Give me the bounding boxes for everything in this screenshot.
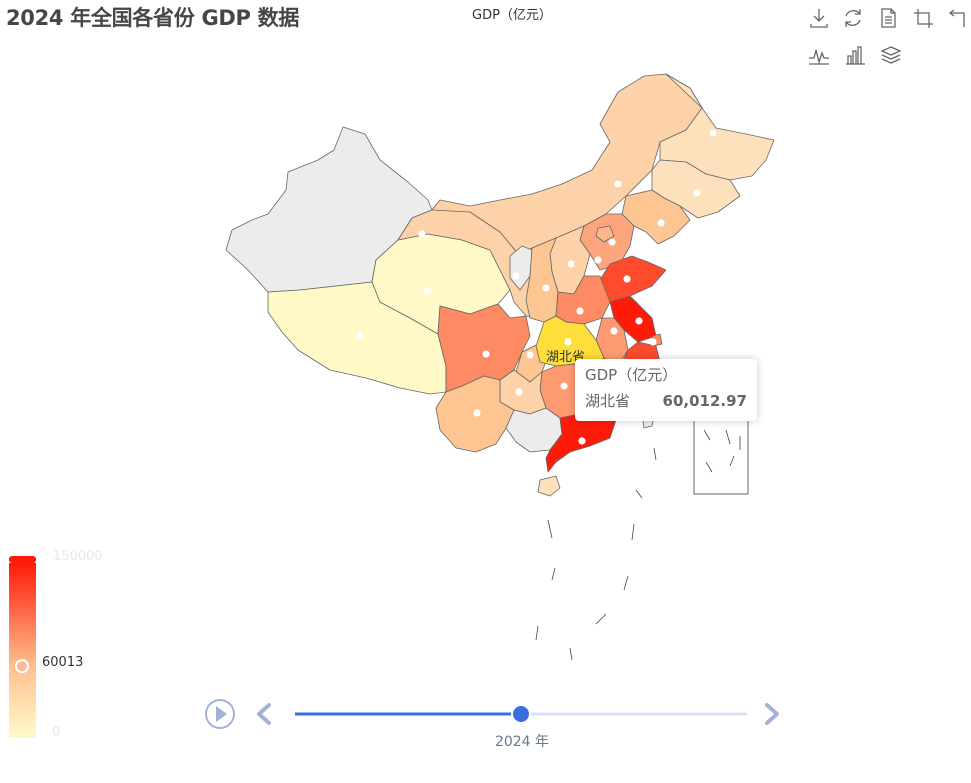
province-dot[interactable] (560, 382, 568, 390)
province-dot[interactable] (594, 256, 602, 264)
province-dot[interactable] (649, 338, 657, 346)
region-beijing[interactable] (595, 225, 615, 243)
province-dot[interactable] (542, 284, 550, 292)
tooltip: GDP（亿元） 湖北省 60,012.97 (575, 359, 757, 421)
province-dot[interactable] (418, 230, 426, 238)
region-hainan[interactable] (537, 475, 561, 497)
province-dot[interactable] (423, 287, 431, 295)
play-button[interactable] (205, 699, 235, 729)
visual-map-current-label: 60013 (42, 655, 84, 670)
province-dot[interactable] (709, 129, 717, 137)
province-dot[interactable] (576, 307, 584, 315)
province-dot[interactable] (515, 388, 523, 396)
line-chart-icon[interactable] (807, 43, 831, 67)
province-dot[interactable] (693, 189, 701, 197)
timeline-thumb[interactable] (511, 704, 531, 724)
province-dot[interactable] (473, 409, 481, 417)
tooltip-region-value: 60,012.97 (662, 392, 747, 410)
province-dot[interactable] (657, 219, 665, 227)
south-china-sea-boundary (535, 409, 749, 661)
province-dot[interactable] (610, 327, 618, 335)
timeline (205, 699, 779, 729)
region-heilongjiang[interactable] (659, 73, 775, 181)
province-dot[interactable] (512, 272, 520, 280)
visual-map-min-label: 0 (52, 725, 61, 740)
bar-chart-icon[interactable] (843, 43, 867, 67)
province-dot[interactable] (614, 180, 622, 188)
province-dot[interactable] (578, 437, 586, 445)
toolbox (805, 6, 971, 68)
download-icon[interactable] (807, 6, 831, 30)
next-arrow-icon[interactable] (765, 703, 779, 725)
tooltip-row: 湖北省 60,012.97 (585, 391, 747, 411)
province-dot[interactable] (608, 238, 616, 246)
province-dot[interactable] (526, 351, 534, 359)
visual-map-indicator[interactable] (15, 659, 29, 674)
province-dot[interactable] (623, 275, 631, 283)
province-dot[interactable] (356, 331, 364, 339)
refresh-icon[interactable] (841, 6, 865, 30)
province-dot[interactable] (564, 338, 572, 346)
tooltip-title: GDP（亿元） (585, 366, 678, 384)
stack-icon[interactable] (879, 43, 903, 67)
zoom-select-icon[interactable] (911, 6, 935, 30)
prev-arrow-icon[interactable] (257, 703, 271, 725)
page-title: 2024 年全国各省份 GDP 数据 (6, 6, 300, 30)
visual-map-bottom-handle[interactable] (9, 733, 36, 738)
province-dot[interactable] (635, 317, 643, 325)
data-view-icon[interactable] (876, 6, 900, 30)
timeline-current-label: 2024 年 (494, 734, 550, 750)
tooltip-region-name: 湖北省 (585, 392, 631, 410)
play-icon (216, 706, 227, 722)
province-dot[interactable] (567, 260, 575, 268)
province-dot[interactable] (482, 350, 490, 358)
zoom-reset-icon[interactable] (945, 6, 969, 30)
visual-map-top-handle[interactable] (9, 556, 36, 563)
visual-map (9, 556, 36, 738)
visual-map-max-label: 150000 (53, 549, 103, 564)
province-dots (356, 129, 717, 445)
series-label: GDP（亿元） (472, 8, 552, 23)
region-jilin[interactable] (651, 159, 741, 219)
visual-map-bar[interactable] (9, 563, 36, 735)
